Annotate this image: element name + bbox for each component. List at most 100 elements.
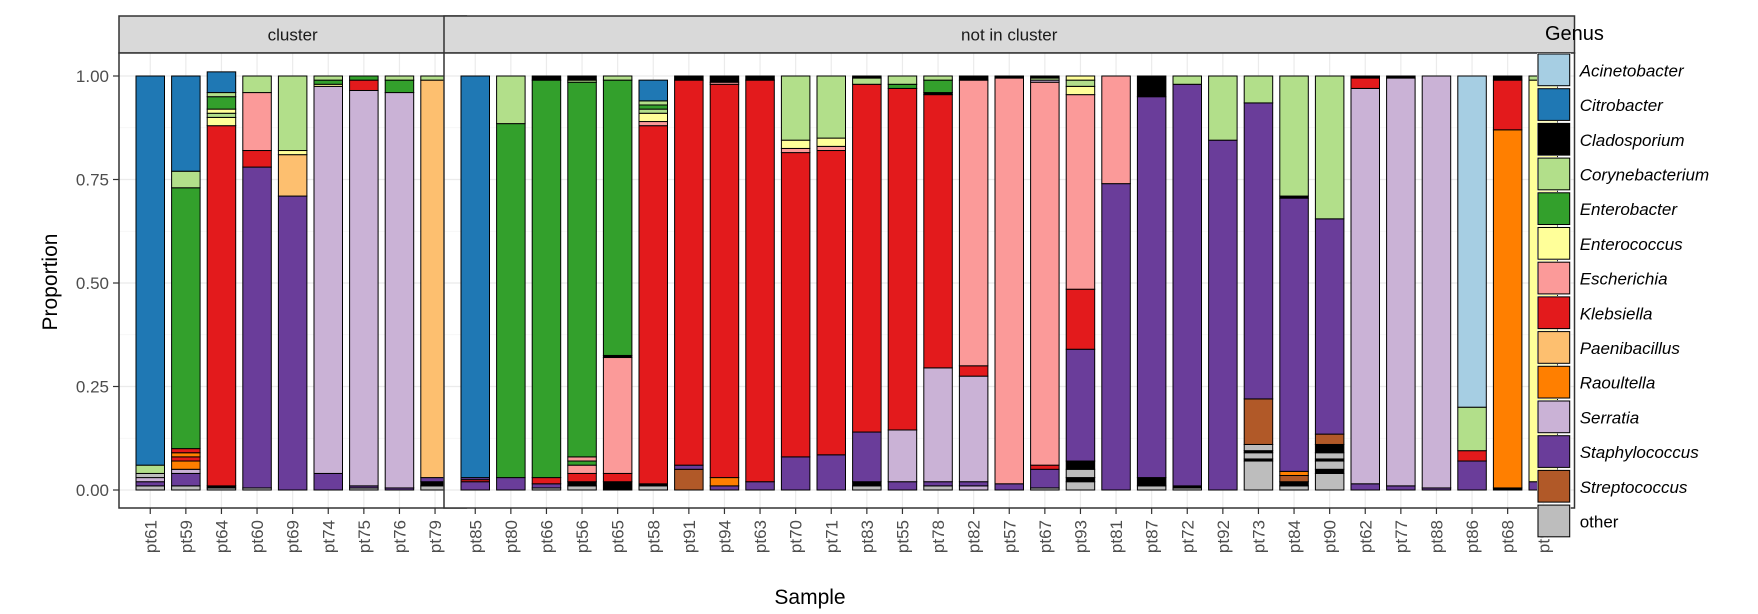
x-tick-label: pt90 (1321, 520, 1340, 553)
bar-segment (313, 472, 343, 491)
x-tick-label: pt57 (1000, 520, 1019, 553)
bar-segment (1065, 75, 1096, 81)
bar-segment (1350, 75, 1380, 79)
bar-segment (135, 472, 165, 479)
bar-segment (674, 75, 704, 81)
y-tick-label: 1.00 (76, 67, 109, 86)
bar-pt74 (313, 75, 343, 491)
bar-segment (1208, 139, 1238, 491)
x-tick-label: pt65 (609, 520, 628, 553)
bar-segment (567, 485, 597, 491)
x-tick-label: pt63 (751, 520, 770, 553)
bar-segment (1314, 468, 1345, 474)
bar-segment (602, 481, 633, 491)
bar-segment (1101, 183, 1131, 491)
bar-segment (958, 75, 989, 81)
bar-segment (171, 485, 201, 491)
bar-segment (923, 79, 953, 94)
facet-label: not in cluster (961, 26, 1058, 45)
bar-segment (1065, 79, 1096, 87)
bar-segment (602, 75, 633, 81)
legend-label: Raoultella (1580, 374, 1656, 393)
x-tick-label: pt92 (1214, 520, 1233, 553)
bar-segment (531, 75, 562, 81)
x-tick-label: pt60 (248, 520, 267, 553)
bar-segment (171, 472, 201, 487)
bar-segment (1492, 129, 1523, 489)
bar-segment (384, 75, 415, 81)
bar-pt82 (958, 75, 989, 491)
bar-segment (709, 83, 740, 479)
bar-pt71 (816, 75, 846, 491)
bar-pt81 (1101, 75, 1131, 491)
bar-segment (567, 472, 597, 483)
legend-label: Cladosporium (1580, 131, 1685, 150)
bar-segment (923, 481, 953, 487)
bar-segment (242, 75, 272, 94)
bar-segment (1350, 87, 1380, 485)
x-tick-label: pt68 (1499, 520, 1518, 553)
bar-segment (1457, 460, 1487, 491)
bar-segment (531, 477, 562, 485)
legend-swatch (1537, 261, 1571, 295)
bar-segment (923, 485, 953, 491)
bar-segment (923, 94, 953, 369)
bar-segment (923, 75, 953, 81)
bar-segment (531, 483, 562, 489)
bar-pt91 (674, 75, 704, 491)
bar-segment (1279, 75, 1309, 197)
x-tick-label: pt91 (680, 520, 699, 553)
bar-pt62 (1350, 75, 1380, 491)
x-tick-label: pt59 (177, 520, 196, 553)
bar-segment (1243, 398, 1274, 445)
bar-segment (745, 75, 775, 81)
x-tick-label: pt86 (1463, 520, 1482, 553)
bar-segment (602, 472, 633, 483)
bar-segment (1136, 477, 1167, 487)
bar-pt76 (384, 75, 415, 491)
bar-segment (206, 108, 237, 114)
panel-border (443, 52, 1576, 509)
bar-pt93 (1065, 75, 1096, 491)
legend-item: Acinetobacter (1537, 53, 1685, 87)
bar-segment (674, 468, 704, 491)
bar-segment (460, 481, 490, 491)
bar-segment (1030, 468, 1060, 489)
bar-segment (887, 83, 918, 89)
bar-pt86 (1457, 75, 1487, 491)
bar-segment (638, 79, 668, 102)
bar-segment (709, 75, 740, 83)
bar-segment (1065, 460, 1096, 470)
x-tick-label: pt81 (1107, 520, 1126, 553)
bar-segment (171, 456, 201, 462)
bar-segment (709, 477, 740, 487)
bar-segment (994, 77, 1024, 485)
legend-swatch (1537, 400, 1571, 434)
bar-pt94 (709, 75, 740, 491)
bar-segment (277, 195, 308, 491)
bar-segment (171, 75, 201, 172)
x-tick-label: pt83 (858, 520, 877, 553)
bar-segment (602, 79, 633, 356)
x-tick-label: pt84 (1285, 520, 1304, 553)
bar-segment (1136, 96, 1167, 479)
bar-pt63 (745, 75, 775, 491)
bar-segment (1065, 477, 1096, 483)
x-tick-label: pt73 (1249, 520, 1268, 553)
bar-pt60 (242, 75, 272, 491)
bar-segment (384, 92, 415, 489)
legend-item: other (1537, 504, 1619, 538)
panel-1: not in cluster pt85 pt80 pt66 pt56 pt65 pt58 pt… (443, 15, 1576, 553)
bar-segment (1314, 460, 1345, 470)
bar-segment (1065, 348, 1096, 462)
bar-segment (1492, 79, 1523, 131)
bar-pt58 (638, 79, 668, 491)
legend-item: Cladosporium (1537, 122, 1685, 157)
bar-segment (349, 79, 379, 91)
bar-segment (816, 75, 846, 139)
bar-segment (206, 125, 237, 487)
bar-segment (206, 96, 237, 110)
bar-segment (852, 83, 882, 433)
bar-pt83 (852, 75, 882, 491)
